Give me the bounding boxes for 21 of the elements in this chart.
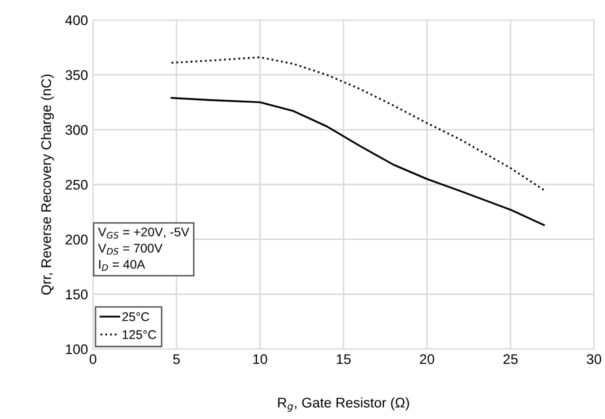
x-tick-label: 15 (336, 354, 351, 364)
y-tick-label: 150 (66, 290, 88, 300)
x-tick-label: 30 (586, 354, 602, 364)
x-tick-label: 20 (420, 354, 434, 364)
legend-label: 25°C (122, 312, 150, 322)
x-tick-label: 5 (173, 354, 180, 364)
x-tick-label: 25 (503, 354, 518, 364)
text: V$_{GS}$ = +20V, -5V V$_{DS}$ = 700V I$_{D}$ = 40A (98, 228, 190, 271)
y-tick-label: 250 (66, 180, 88, 190)
x-tick-label: 0 (90, 354, 96, 364)
y-tick-label: 400 (65, 15, 88, 26)
y-tick-label: 200 (66, 234, 88, 245)
y-tick-label: 100 (66, 344, 88, 354)
x-tick-label: 10 (253, 354, 268, 364)
line-series (170, 56, 545, 191)
y-tick-label: 350 (66, 70, 88, 80)
legend-label: 125°C (122, 330, 156, 340)
y-axis-title: Qrr, Reverse Recovery Charge (nC) (40, 74, 54, 295)
y-tick-label: 300 (66, 125, 88, 135)
x-axis-title: R$_{g}$, Gate Resistor (Ω) (278, 397, 410, 412)
line-series (170, 96, 545, 226)
